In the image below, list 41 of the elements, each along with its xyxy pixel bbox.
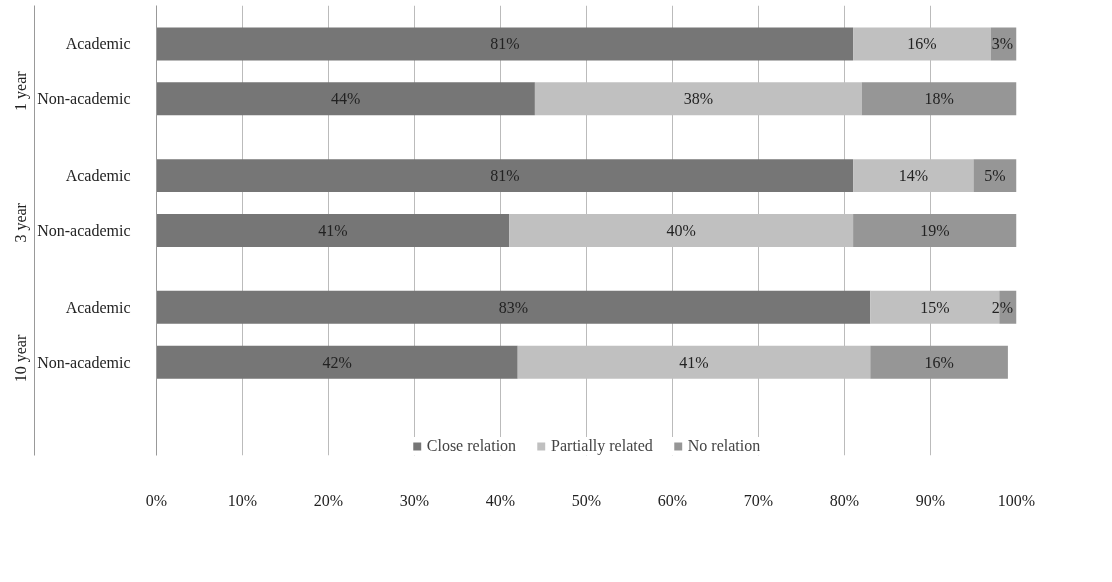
- x-tick-label: 50%: [571, 491, 602, 509]
- data-label: 3%: [991, 35, 1014, 53]
- text: 3 year: [12, 202, 30, 243]
- y-tick-label: Academic: [65, 167, 131, 185]
- y-tick-label: Non-academic: [37, 353, 131, 371]
- x-tick-label: 0%: [145, 491, 168, 509]
- data-label: 38%: [683, 90, 713, 108]
- data-label: 40%: [666, 222, 696, 239]
- x-tick-label: 60%: [657, 491, 688, 509]
- y-tick-label: Academic: [65, 298, 131, 316]
- data-label: 16%: [907, 35, 937, 53]
- x-tick-label: 20%: [313, 491, 344, 509]
- data-label: 2%: [991, 298, 1014, 316]
- x-tick-label: 30%: [399, 491, 430, 509]
- x-tick-label: 40%: [485, 491, 516, 509]
- x-tick-label: 10%: [227, 491, 258, 509]
- data-label: 15%: [920, 298, 950, 316]
- data-label: 19%: [920, 222, 950, 239]
- data-label: 14%: [898, 167, 928, 185]
- data-label: 41%: [679, 353, 709, 371]
- data-label: 81%: [490, 167, 520, 185]
- y-tick-label: Non-academic: [37, 90, 131, 108]
- legend-label: Partially related: [551, 437, 653, 455]
- text: 10 year: [12, 334, 30, 383]
- data-label: 81%: [490, 35, 520, 53]
- x-tick-label: 90%: [915, 491, 946, 509]
- data-label: 41%: [318, 222, 348, 239]
- data-label: 83%: [498, 298, 529, 316]
- data-label: 42%: [322, 353, 352, 371]
- y-tick-label: Academic: [65, 35, 131, 53]
- x-tick-label: 70%: [743, 491, 774, 509]
- y-tick-label: Non-academic: [37, 222, 131, 239]
- legend-label: No relation: [687, 437, 761, 455]
- legend-label: Close relation: [426, 437, 517, 455]
- data-label: 18%: [924, 90, 954, 108]
- x-tick-label: 100%: [997, 491, 1036, 509]
- data-label: 44%: [331, 90, 361, 108]
- x-tick-label: 80%: [829, 491, 860, 509]
- text: 1 year: [12, 70, 30, 111]
- data-label: 5%: [984, 167, 1006, 185]
- data-label: 16%: [924, 353, 954, 371]
